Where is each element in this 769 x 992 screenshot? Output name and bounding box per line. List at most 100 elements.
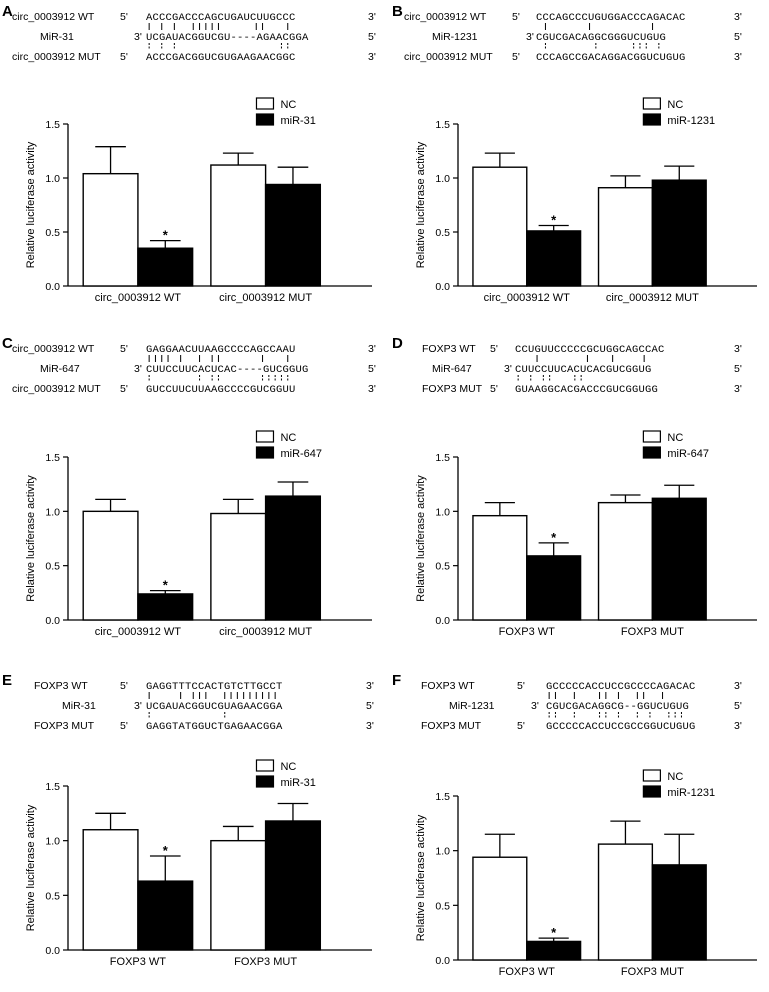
sequence-text: GCCCCCACCUCCGCCGGUCUGUG [546, 721, 696, 733]
legend-label: NC [280, 99, 296, 111]
bar-nc [210, 839, 267, 951]
sequence-alignment: circ_0003912 WT 5' GAGGAACUUAAGCCCCAGCCAAU… [12, 343, 376, 396]
x-tick-label: circ_0003912 MUT [606, 292, 699, 304]
bar-mir [651, 864, 707, 961]
significance-mark: * [551, 530, 557, 545]
bar-mir [526, 230, 582, 287]
y-tick-label: 0.0 [45, 281, 60, 293]
x-tick-label: circ_0003912 WT [95, 626, 181, 638]
legend-swatch [255, 446, 275, 459]
panel-e: E FOXP3 WT 5' GAGGTTTCCACTGTCTTGCCT 3' MiR-31… [2, 672, 374, 968]
sequence-label: MiR-31 [40, 31, 74, 43]
y-axis-label: Relative luciferase activity [25, 804, 37, 931]
sequence-alignment: circ_0003912 WT 5' CCCAGCCCUGUGGACCCAGACAC… [404, 11, 742, 64]
sequence-label: MiR-647 [40, 363, 80, 375]
sequence-text: CGUCGACAGGCGGGUCUGUG [536, 32, 666, 44]
sequence-end-3: 5' [366, 700, 374, 712]
sequence-text: GAGGTTTCCACTGTCTTGCCT [146, 681, 283, 693]
sequence-end-5: 5' [490, 383, 498, 395]
bar-chart: 0.0 0.5 1.0 1.5 Relative luciferase activity… [25, 759, 372, 968]
sequence-text: GAGGAACUUAAGCCCCAGCCAAU [146, 344, 296, 356]
sequence-end-3: 5' [734, 31, 742, 43]
sequence-end-3: 3' [368, 51, 376, 63]
y-tick-label: 1.0 [435, 506, 450, 518]
y-axis-label: Relative luciferase activity [25, 141, 37, 268]
significance-mark: * [551, 925, 557, 940]
sequence-text: GAGGTATGGUCTGAGAACGGA [146, 721, 283, 733]
y-tick-label: 0.0 [45, 945, 60, 957]
sequence-end-3: 3' [734, 720, 742, 732]
legend-swatch [642, 430, 661, 443]
legend-label: NC [280, 432, 296, 444]
y-axis-label: Relative luciferase activity [25, 475, 37, 602]
sequence-text: GUCCUUCUUAAGCCCCGUCGGUU [146, 384, 296, 396]
x-tick-label: FOXP3 MUT [621, 626, 684, 638]
bar-chart: 0.0 0.5 1.0 1.5 Relative luciferase activity… [25, 97, 372, 304]
bar-nc [472, 514, 528, 621]
sequence-end-5: 5' [120, 383, 128, 395]
sequence-text: CCCAGCCCUGUGGACCCAGACAC [536, 12, 686, 24]
y-tick-label: 1.5 [45, 452, 60, 464]
y-tick-label: 1.5 [45, 781, 60, 793]
legend: NC miR-647 [642, 430, 709, 460]
legend-label: miR-647 [667, 448, 709, 460]
x-tick-label: FOXP3 MUT [621, 966, 684, 978]
sequence-end-5: 5' [517, 680, 525, 692]
legend-swatch [255, 113, 275, 126]
bar-mir [137, 593, 194, 621]
bar-chart: 0.0 0.5 1.0 1.5 Relative luciferase activity… [415, 769, 757, 978]
sequence-label: circ_0003912 WT [12, 11, 95, 23]
bar-nc [597, 187, 654, 287]
sequence-alignment: FOXP3 WT 5' GAGGTTTCCACTGTCTTGCCT 3' MiR-31 3… [34, 680, 374, 733]
bar-nc [597, 501, 654, 621]
sequence-text: UCGAUACGGUCGUAGAACGGA [146, 701, 283, 713]
bar-nc [82, 829, 139, 951]
sequence-end-5: 5' [490, 343, 498, 355]
panel-letter: B [392, 3, 403, 20]
legend-label: NC [667, 99, 683, 111]
legend: NC miR-1231 [642, 97, 715, 127]
bar-nc [210, 164, 267, 287]
y-axis-label: Relative luciferase activity [415, 475, 427, 602]
sequence-text: CCUGUUCCCCCGCUGGCAGCCAC [515, 344, 665, 356]
sequence-label: circ_0003912 MUT [12, 51, 101, 63]
y-tick-label: 1.0 [45, 506, 60, 518]
bar-mir [137, 247, 194, 287]
sequence-text: CUUCCUUCACUCAC----GUCGGUG [146, 364, 309, 376]
sequence-label: FOXP3 WT [421, 680, 475, 692]
bar-nc [210, 512, 267, 621]
y-tick-label: 1.5 [435, 119, 450, 131]
sequence-end-5: 5' [512, 11, 520, 23]
sequence-alignment: FOXP3 WT 5' GCCCCCACCUCCGCCCCAGACAC 3' MiR-1… [421, 680, 742, 733]
sequence-text: ACCCGACCCAGCUGAUCUUGCCC [146, 12, 296, 24]
legend: NC miR-647 [255, 430, 322, 460]
sequence-text: CCCAGCCGACAGGACGGUCUGUG [536, 52, 686, 64]
x-tick-label: circ_0003912 WT [484, 292, 570, 304]
legend-swatch [642, 113, 661, 126]
y-tick-label: 0.0 [45, 615, 60, 627]
y-tick-label: 1.0 [435, 173, 450, 185]
sequence-end-3: 3' [734, 680, 742, 692]
sequence-end-5: 3' [531, 700, 539, 712]
panel-letter: F [392, 672, 401, 689]
sequence-end-3: 5' [734, 363, 742, 375]
x-tick-label: FOXP3 WT [499, 966, 556, 978]
sequence-end-5: 3' [134, 700, 142, 712]
sequence-end-3: 5' [734, 700, 742, 712]
sequence-end-5: 3' [134, 31, 142, 43]
sequence-label: FOXP3 MUT [34, 720, 95, 732]
bar-nc [82, 510, 139, 621]
significance-mark: * [163, 228, 169, 243]
y-tick-label: 0.5 [45, 227, 60, 239]
sequence-end-5: 5' [120, 343, 128, 355]
bar-mir [264, 495, 322, 621]
legend-swatch [255, 430, 275, 443]
sequence-label: FOXP3 WT [34, 680, 88, 692]
sequence-end-3: 5' [368, 363, 376, 375]
sequence-text: ACCCGACGGUCGUGAAGAACGGC [146, 52, 296, 64]
y-tick-label: 0.5 [435, 227, 450, 239]
sequence-end-5: 5' [120, 11, 128, 23]
sequence-label: circ_0003912 MUT [12, 383, 101, 395]
sequence-end-3: 3' [368, 383, 376, 395]
